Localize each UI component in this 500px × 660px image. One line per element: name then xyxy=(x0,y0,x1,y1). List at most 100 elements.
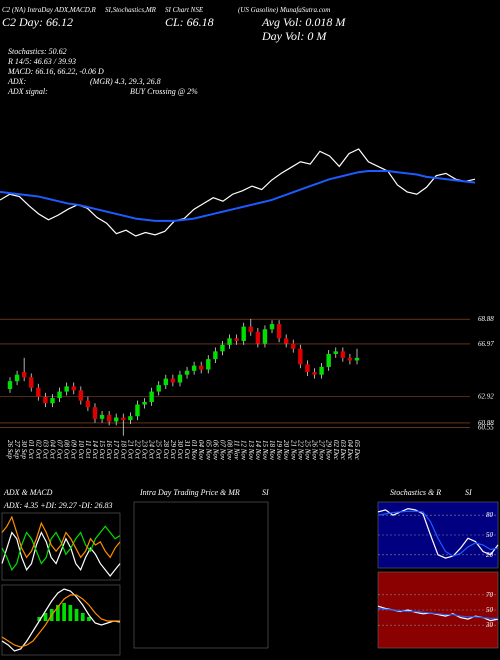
panel-title: Intra Day Trading Price & MR xyxy=(139,488,240,497)
candle-body xyxy=(7,381,13,389)
x-tick-label: 15 Oct xyxy=(98,440,106,460)
x-tick-label: 29 Oct xyxy=(169,440,177,460)
day-price: C2 Day: 66.12 xyxy=(2,15,73,29)
x-tick-label: 02 Dec xyxy=(332,440,340,461)
y-tick-label: 60.55 xyxy=(478,423,494,431)
x-tick-label: 27 Nov xyxy=(318,440,326,461)
panel xyxy=(1,584,121,656)
x-tick-label: 05 Dec xyxy=(353,440,361,461)
y-tick-label: 68.88 xyxy=(478,315,494,323)
x-tick-label: 22 Nov xyxy=(296,440,304,461)
panel-subtitle: SI xyxy=(262,488,269,497)
candle-body xyxy=(255,331,261,344)
candle-body xyxy=(177,374,183,383)
x-tick-label: 28 Oct xyxy=(162,440,170,460)
candle-body xyxy=(21,372,27,378)
x-tick-label: 04 Dec xyxy=(346,440,354,461)
day-volume: Day Vol: 0 M xyxy=(261,29,327,43)
y-tick-label: 60.88 xyxy=(478,419,494,427)
candle-body xyxy=(128,416,133,421)
panel-subtitle: SI xyxy=(465,488,472,497)
candle-body xyxy=(354,357,360,361)
candle-body xyxy=(106,414,112,422)
candle-body xyxy=(269,324,275,330)
series-line xyxy=(377,510,499,557)
candle-body xyxy=(319,366,324,375)
series-line xyxy=(1,594,120,648)
x-tick-label: 11 Oct xyxy=(84,440,92,459)
header-text: SI Chart NSE xyxy=(165,6,204,14)
x-tick-label: 04 Oct xyxy=(48,440,56,460)
candle-body xyxy=(234,338,239,341)
y-tick-label: 50 xyxy=(486,531,494,539)
candle-body xyxy=(347,357,353,361)
x-tick-label: 24 Oct xyxy=(148,440,156,460)
x-tick-label: 08 Oct xyxy=(63,440,71,460)
panel xyxy=(133,501,269,649)
candle-body xyxy=(326,353,331,367)
adx: ADX: xyxy=(7,77,27,86)
candle-body xyxy=(248,326,253,332)
x-tick-label: 01 Oct xyxy=(27,440,35,460)
x-tick-label: 21 Nov xyxy=(289,440,297,461)
x-tick-label: 10 Oct xyxy=(77,440,85,460)
series-line xyxy=(377,607,498,619)
x-tick-label: 01 Nov xyxy=(190,440,198,461)
series-line xyxy=(1,525,121,571)
candle-body xyxy=(43,396,48,404)
panel-title: Stochastics & R xyxy=(390,488,441,497)
adx-values: (MGR) 4.3, 29.3, 26.8 xyxy=(90,77,161,86)
x-tick-label: 29 Nov xyxy=(325,440,333,461)
candle-body xyxy=(213,351,218,360)
x-tick-label: 23 Oct xyxy=(141,440,149,460)
x-tick-label: 26 Sep xyxy=(6,440,14,459)
candle-body xyxy=(36,387,41,397)
x-tick-label: 21 Oct xyxy=(126,440,134,460)
x-tick-label: 14 Oct xyxy=(91,440,99,460)
y-tick-label: 50 xyxy=(486,606,494,614)
y-tick-label: 66.97 xyxy=(478,340,494,348)
x-tick-label: 20 Nov xyxy=(282,440,290,461)
candle-body xyxy=(50,398,55,404)
x-tick-label: 07 Nov xyxy=(218,440,226,461)
candle-body xyxy=(78,390,84,401)
header-text: (US Gasoline) MunafaSutra.com xyxy=(238,6,330,14)
x-tick-label: 16 Oct xyxy=(105,440,113,460)
candle-body xyxy=(220,344,225,352)
candle-body xyxy=(156,385,161,392)
candle-body xyxy=(291,343,296,349)
x-tick-label: 19 Nov xyxy=(275,440,283,461)
candle-body xyxy=(312,372,317,375)
panel-subtitle: ADX: 4.35 +DI: 29.27 -DI: 26.83 xyxy=(3,501,113,510)
series-line xyxy=(0,170,476,222)
x-tick-label: 07 Oct xyxy=(56,440,64,460)
x-tick-label: 09 Oct xyxy=(70,440,78,460)
x-tick-label: 18 Oct xyxy=(119,440,127,460)
y-tick-label: 62.92 xyxy=(478,393,494,401)
candle-body xyxy=(276,324,282,339)
x-tick-label: 27 Sep xyxy=(13,440,21,459)
x-tick-label: 25 Nov xyxy=(303,440,311,461)
x-tick-label: 25 Oct xyxy=(155,440,163,460)
x-tick-label: 05 Nov xyxy=(204,440,212,461)
series-line xyxy=(377,507,499,559)
candle-body xyxy=(99,414,105,419)
x-tick-label: 02 Oct xyxy=(34,440,42,460)
candle-body xyxy=(92,407,98,419)
adx-signal: ADX signal: xyxy=(7,87,48,96)
candle-body xyxy=(241,326,246,341)
x-tick-label: 15 Nov xyxy=(261,440,269,461)
x-tick-label: 22 Oct xyxy=(133,440,141,460)
histogram-bar xyxy=(62,603,66,621)
y-tick-label: 70 xyxy=(486,591,494,599)
candle-body xyxy=(298,348,303,365)
x-tick-label: 17 Oct xyxy=(112,440,120,460)
stochastics: Stochastics: 50.62 xyxy=(8,47,67,56)
x-tick-label: 13 Nov xyxy=(247,440,255,461)
candle-body xyxy=(121,417,126,421)
candle-body xyxy=(262,329,268,344)
candle-body xyxy=(85,400,91,408)
candle-body xyxy=(206,359,211,370)
candle-body xyxy=(14,374,20,382)
y-tick-label: 30 xyxy=(485,621,494,629)
